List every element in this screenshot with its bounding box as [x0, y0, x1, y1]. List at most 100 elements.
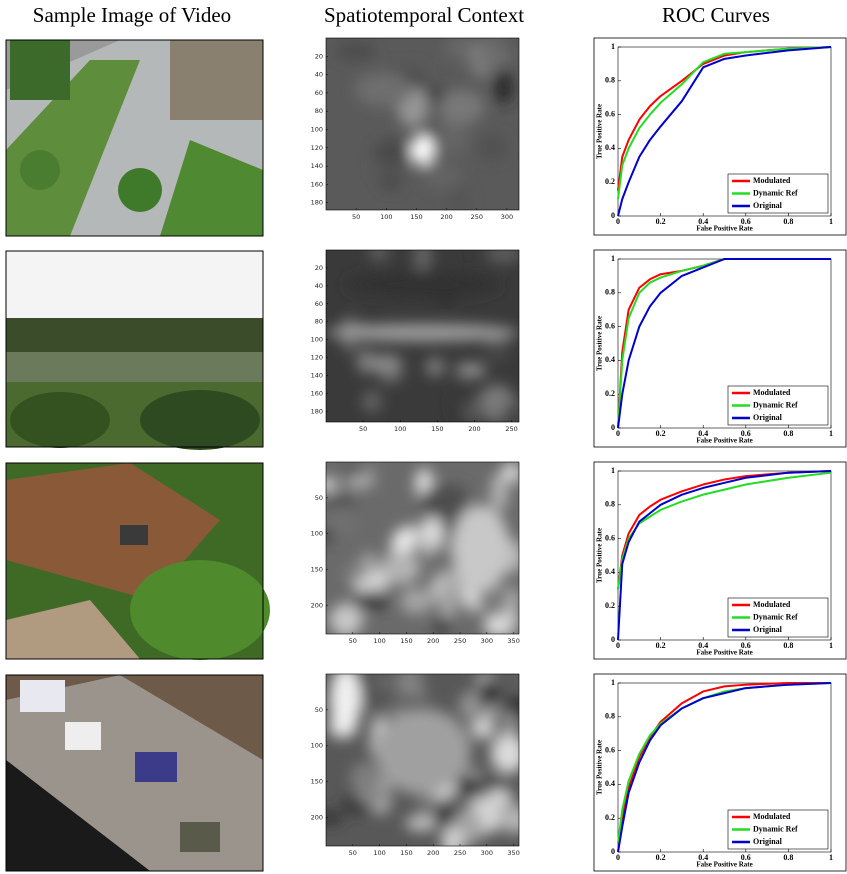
- x-tick-label: 250: [454, 637, 466, 645]
- heatmap-blob: [400, 588, 432, 614]
- heatmap: 5010015020025020406080100120140160180: [311, 237, 535, 439]
- y-tick-label: 200: [311, 813, 323, 821]
- heatmap-blob: [373, 139, 411, 165]
- y-tick-label: 40: [315, 282, 323, 290]
- heatmap-blob: [380, 174, 401, 190]
- y-tick-label: 100: [311, 336, 323, 344]
- heatmap-blob: [333, 603, 359, 638]
- legend-label: Modulated: [753, 600, 791, 609]
- heatmap-blob: [503, 462, 517, 481]
- heatmap-blob: [363, 390, 382, 412]
- heatmap-blob: [381, 551, 420, 585]
- y-tick-label: 1: [611, 678, 615, 687]
- x-tick-label: 300: [481, 637, 493, 645]
- y-tick-label: 0.2: [605, 601, 615, 610]
- y-tick-label: 20: [315, 52, 323, 60]
- x-tick-label: 50: [349, 637, 357, 645]
- column-header: Spatiotemporal Context: [324, 3, 524, 27]
- x-tick-label: 350: [507, 849, 519, 857]
- y-tick-label: 40: [315, 71, 323, 79]
- x-tick-label: 1: [829, 217, 833, 226]
- x-tick-label: 0.8: [783, 429, 793, 438]
- x-tick-label: 0.2: [656, 641, 666, 650]
- y-tick-label: 100: [311, 742, 323, 750]
- heatmap-blob: [501, 403, 531, 439]
- legend: Modulated Dynamic Ref Original: [728, 598, 828, 637]
- x-tick-label: 200: [427, 849, 439, 857]
- heatmap-blob: [438, 90, 484, 124]
- y-tick-label: 140: [311, 162, 323, 170]
- y-tick-label: 0.8: [605, 500, 615, 509]
- heatmap-blob: [362, 688, 395, 709]
- y-tick-label: 150: [311, 566, 323, 574]
- legend: Modulated Dynamic Ref Original: [728, 174, 828, 213]
- x-tick-label: 50: [359, 425, 367, 433]
- heatmap-blob: [425, 358, 444, 376]
- y-tick-label: 20: [315, 264, 323, 272]
- x-tick-label: 0.2: [656, 429, 666, 438]
- y-tick-label: 50: [315, 494, 323, 502]
- heatmap-blob: [411, 134, 434, 165]
- x-tick-label: 50: [352, 213, 360, 221]
- x-tick-label: 250: [505, 425, 517, 433]
- legend: ModulatedDynamic RefOriginal: [728, 810, 828, 849]
- legend-label: Original: [753, 625, 783, 634]
- legend-label: Original: [753, 837, 783, 846]
- legend-label: Dynamic Ref: [753, 612, 798, 621]
- heatmap-blob: [423, 162, 462, 190]
- heatmap-blob: [421, 517, 444, 545]
- x-tick-label: 0.2: [656, 853, 666, 862]
- heatmap-image: [326, 237, 534, 439]
- y-tick-label: 0.8: [605, 712, 615, 721]
- legend-label: Modulated: [753, 176, 791, 185]
- x-axis-label: False Positive Rate: [696, 649, 752, 657]
- x-tick-label: 1: [829, 853, 833, 862]
- heatmap-image: [326, 34, 519, 215]
- x-tick-label: 100: [373, 849, 385, 857]
- column-header: ROC Curves: [662, 3, 770, 27]
- y-tick-label: 180: [311, 199, 323, 207]
- heatmap-blob: [511, 670, 526, 691]
- heatmap-blob: [491, 734, 526, 773]
- y-tick-label: 0.6: [605, 109, 615, 118]
- heatmap-blob: [374, 708, 471, 794]
- y-tick-label: 160: [311, 389, 323, 397]
- legend-label: Original: [753, 201, 783, 210]
- heatmap-blob: [495, 72, 513, 104]
- y-tick-label: 100: [311, 125, 323, 133]
- video-frame: [6, 251, 263, 450]
- y-tick-label: 0: [611, 847, 615, 856]
- heatmap-blob: [415, 237, 430, 275]
- x-tick-label: 300: [481, 849, 493, 857]
- heatmap-blob: [355, 578, 371, 594]
- x-tick-label: 200: [440, 213, 452, 221]
- x-tick-label: 250: [454, 849, 466, 857]
- y-tick-label: 0.8: [605, 76, 615, 85]
- y-tick-label: 0.2: [605, 389, 615, 398]
- x-tick-label: 50: [349, 849, 357, 857]
- x-tick-label: 1: [829, 641, 833, 650]
- x-tick-label: 300: [501, 213, 513, 221]
- heatmap-blob: [455, 364, 486, 378]
- x-tick-label: 100: [380, 213, 392, 221]
- legend: ModulatedDynamic RefOriginal: [728, 386, 828, 425]
- legend-label: Dynamic Ref: [753, 188, 798, 197]
- heatmap-blob: [462, 404, 487, 421]
- heatmap-blob: [345, 271, 499, 299]
- video-frame: [6, 40, 263, 236]
- heatmap-blob: [363, 464, 376, 479]
- y-tick-label: 0: [611, 423, 615, 432]
- heatmap-blob: [355, 72, 413, 106]
- y-tick-label: 120: [311, 144, 323, 152]
- figure: Sample Image of Video Spatiotemporal Con…: [0, 0, 847, 874]
- y-tick-label: 0: [611, 211, 615, 220]
- x-tick-label: 250: [471, 213, 483, 221]
- y-tick-label: 180: [311, 407, 323, 415]
